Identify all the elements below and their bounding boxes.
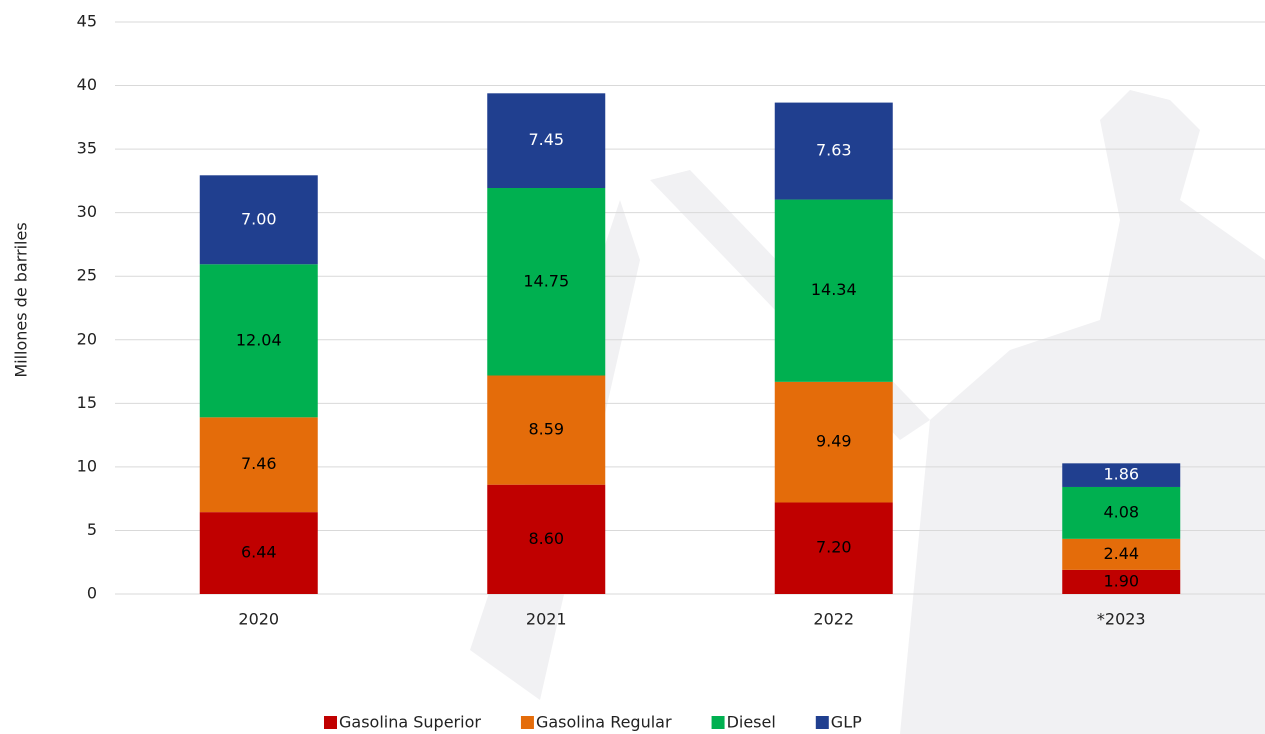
y-tick-label: 25 [77,266,97,285]
legend-label: Diesel [727,713,776,732]
bar-segment [774,502,893,594]
bar-segment [1062,538,1181,570]
x-tick-label: 2022 [813,610,854,629]
data-label: 6.44 [241,543,277,562]
legend-swatch [520,716,534,729]
y-tick-label: 5 [87,520,97,539]
legend-label: Gasolina Superior [339,713,481,732]
data-label: 7.46 [241,454,277,473]
bar-segment [1062,569,1181,594]
data-label: 7.63 [816,141,852,160]
x-tick-label: 2020 [238,610,279,629]
bar-segment [199,264,318,418]
y-tick-label: 30 [77,202,97,221]
data-label: 1.90 [1103,571,1139,590]
legend-swatch [815,716,829,729]
data-label: 7.20 [816,538,852,557]
bar-segment [1062,463,1181,487]
legend-swatch [711,716,725,729]
data-label: 8.60 [528,529,564,548]
data-label: 8.59 [528,420,564,439]
data-label: 1.86 [1103,465,1139,484]
data-label: 9.49 [816,432,852,451]
data-label: 2.44 [1103,544,1139,563]
data-label: 14.75 [523,271,569,290]
bar-segment [774,199,893,382]
data-label: 7.00 [241,209,277,228]
bar-segment [199,512,318,594]
y-tick-label: 35 [77,139,97,158]
y-tick-label: 0 [87,584,97,603]
bar-segment [199,417,318,513]
bar-segment [774,102,893,200]
data-label: 7.45 [528,130,564,149]
bar-segment [487,188,606,376]
data-label: 12.04 [236,330,282,349]
y-tick-label: 45 [77,12,97,31]
data-label: 14.34 [811,280,857,299]
bar-segment [774,381,893,503]
y-axis-label: Millones de barriles [12,222,31,377]
legend-label: GLP [831,713,862,732]
x-tick-label: *2023 [1097,610,1146,629]
y-tick-label: 15 [77,393,97,412]
bar-segment [199,175,318,265]
y-tick-label: 10 [77,456,97,475]
watermark [900,90,1265,734]
x-tick-label: 2021 [526,610,567,629]
bar-segment [1062,486,1181,539]
bar-segment [487,375,606,485]
legend-swatch [324,716,337,729]
y-tick-label: 20 [77,329,97,348]
y-tick-label: 40 [77,75,97,94]
data-label: 4.08 [1103,502,1139,521]
bar-segment [487,93,606,189]
bar-segment [487,484,606,594]
legend-label: Gasolina Regular [536,713,672,732]
